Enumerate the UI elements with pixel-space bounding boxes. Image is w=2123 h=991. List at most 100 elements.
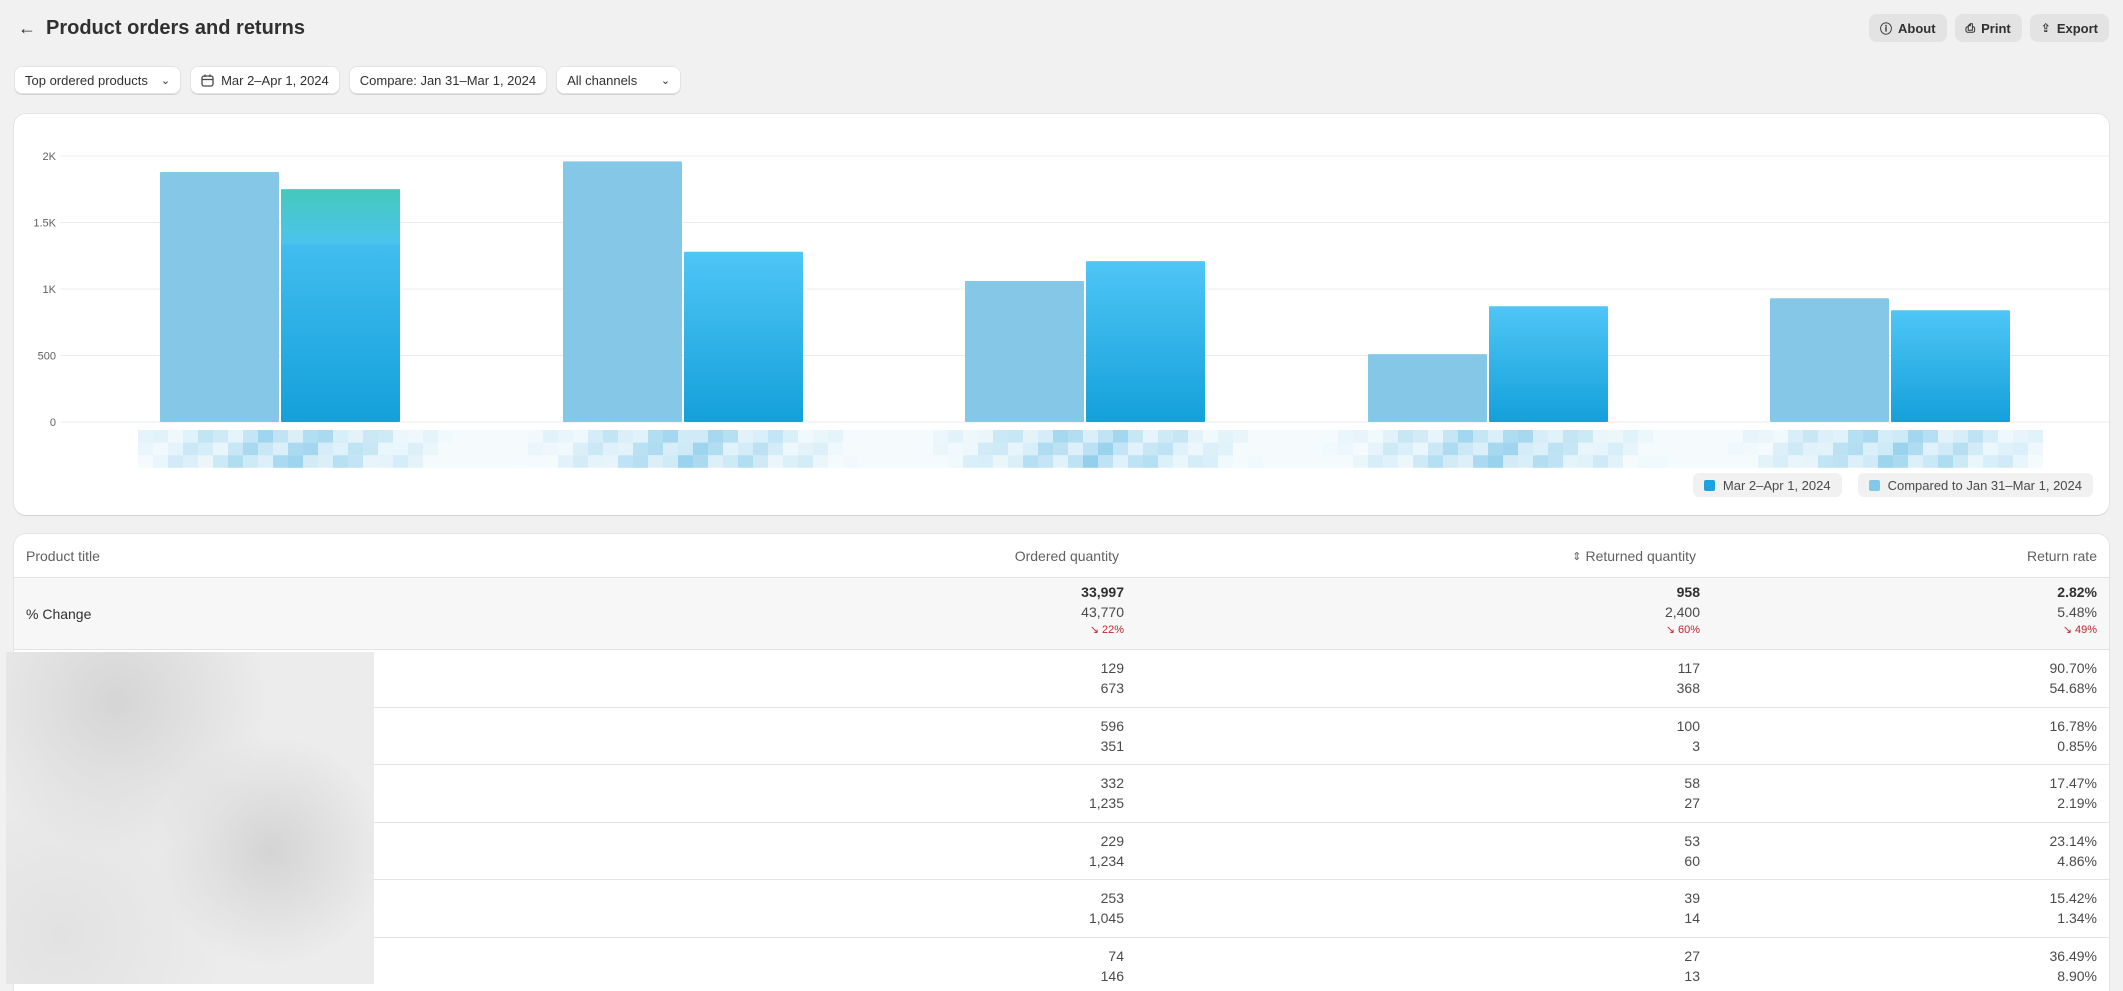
redacted-x-tick-label: [1113, 430, 1128, 443]
report-select[interactable]: Top ordered products ⌄: [14, 66, 182, 94]
redacted-x-tick-label: [483, 442, 498, 456]
redacted-x-tick-label: [528, 455, 543, 468]
export-label: Export: [2056, 20, 2098, 36]
legend-item-current[interactable]: Mar 2–Apr 1, 2024: [1692, 473, 1842, 497]
column-header-product-title[interactable]: Product title: [26, 548, 100, 564]
redacted-x-tick-label: [1863, 442, 1878, 456]
cell-rate: 23.14% 4.86%: [2050, 831, 2097, 871]
table-row[interactable]: 253 1,045 39 14 15.42% 1.34%: [14, 880, 2109, 938]
redacted-x-tick-label: [1068, 442, 1083, 456]
redacted-x-tick-label: [1038, 442, 1053, 456]
chart-card: 0 500 1K 1.5K 2K Mar 2–Apr 1, 2024 Compared …: [14, 114, 2109, 515]
redacted-x-tick-label: [1578, 430, 1593, 443]
y-tick-label: 2K: [43, 151, 57, 163]
back-arrow-icon[interactable]: ←: [18, 17, 36, 38]
legend-label-comparison: Compared to Jan 31–Mar 1, 2024: [1887, 477, 2082, 493]
redacted-x-tick-label: [348, 442, 363, 456]
redacted-x-tick-label: [1998, 442, 2013, 456]
cell-ordered: 229 1,234: [1089, 831, 1124, 871]
channels-label: All channels: [567, 72, 638, 88]
table-row[interactable]: 229 1,234 53 60 23.14% 4.86%: [14, 823, 2109, 880]
redacted-x-tick-label: [1623, 455, 1638, 468]
page-header: ← Product orders and returns ⓘ About ⎙ P…: [14, 14, 2109, 42]
redacted-x-tick-label: [468, 430, 483, 443]
redacted-x-tick-label: [963, 430, 978, 443]
redacted-x-tick-label: [1758, 430, 1773, 443]
legend-item-comparison[interactable]: Compared to Jan 31–Mar 1, 2024: [1857, 473, 2093, 497]
export-button[interactable]: ⇪ Export: [2029, 14, 2109, 42]
redacted-x-tick-label: [1323, 442, 1338, 456]
redacted-x-tick-label: [1893, 442, 1908, 456]
redacted-x-tick-label: [213, 430, 228, 443]
channels-select[interactable]: All channels ⌄: [556, 66, 682, 94]
redacted-x-tick-label: [1578, 455, 1593, 468]
about-label: About: [1897, 20, 1936, 36]
redacted-x-tick-label: [1833, 455, 1848, 468]
redacted-x-tick-label: [1893, 455, 1908, 468]
page-title: Product orders and returns: [46, 16, 305, 39]
redacted-x-tick-label: [2028, 442, 2043, 456]
redacted-x-tick-label: [138, 442, 153, 456]
redacted-x-tick-label: [1923, 430, 1938, 443]
redacted-x-tick-label: [573, 430, 588, 443]
redacted-x-tick-label: [1818, 455, 1833, 468]
redacted-x-tick-label: [663, 430, 678, 443]
table-row[interactable]: 596 351 100 3 16.78% 0.85%: [14, 708, 2109, 765]
table-row[interactable]: 74 146 27 13 36.49% 8.90%: [14, 938, 2109, 991]
table-row[interactable]: 129 673 117 368 90.70% 54.68%: [14, 650, 2109, 708]
filter-bar: Top ordered products ⌄ Mar 2–Apr 1, 2024…: [14, 66, 682, 94]
compare-button[interactable]: Compare: Jan 31–Mar 1, 2024: [348, 66, 548, 94]
redacted-x-tick-label: [513, 442, 528, 456]
redacted-x-tick-label: [438, 455, 453, 468]
redacted-x-tick-label: [588, 455, 603, 468]
redacted-x-tick-label: [1023, 430, 1038, 443]
redacted-x-tick-label: [1128, 455, 1143, 468]
legend-swatch-current: [1703, 479, 1715, 491]
redacted-x-tick-label: [723, 455, 738, 468]
cell-returned-current: 53: [1684, 832, 1700, 849]
redacted-x-tick-label: [2013, 455, 2028, 468]
cell-returned: 117 368: [1677, 658, 1700, 698]
summary-ordered-current: 33,997: [1081, 584, 1124, 600]
date-range-label: Mar 2–Apr 1, 2024: [221, 72, 329, 88]
redacted-x-tick-label: [633, 430, 648, 443]
y-tick-label: 0: [50, 417, 56, 429]
redacted-x-tick-label: [1668, 455, 1683, 468]
redacted-x-tick-label: [303, 442, 318, 456]
redacted-x-tick-label: [258, 442, 273, 456]
bar-comparison: [965, 281, 1084, 422]
cell-returned-previous: 368: [1676, 680, 1700, 696]
report-select-label: Top ordered products: [25, 72, 148, 88]
redacted-x-tick-label: [738, 430, 753, 443]
redacted-x-tick-label: [1308, 442, 1323, 456]
cell-rate-current: 23.14%: [2049, 832, 2097, 849]
redacted-x-tick-label: [1128, 442, 1143, 456]
redacted-x-tick-label: [633, 442, 648, 456]
column-header-returned-quantity[interactable]: ⇕ Returned quantity: [1572, 534, 1696, 578]
redacted-x-tick-label: [1038, 455, 1053, 468]
cell-rate: 17.47% 2.19%: [2050, 773, 2097, 813]
redacted-x-tick-label: [1623, 430, 1638, 443]
column-header-return-rate[interactable]: Return rate: [2026, 548, 2097, 564]
redacted-x-tick-label: [153, 442, 168, 456]
redacted-x-tick-label: [678, 442, 693, 456]
about-button[interactable]: ⓘ About: [1868, 14, 1947, 42]
redacted-x-tick-label: [1473, 455, 1488, 468]
column-header-ordered-quantity[interactable]: Ordered quantity: [1014, 548, 1119, 564]
redacted-x-tick-label: [228, 442, 243, 456]
redacted-x-tick-label: [1638, 442, 1653, 456]
date-range-button[interactable]: Mar 2–Apr 1, 2024: [190, 66, 340, 94]
print-button[interactable]: ⎙ Print: [1954, 14, 2022, 42]
redacted-x-tick-label: [1338, 430, 1353, 443]
redacted-x-tick-label: [1803, 442, 1818, 456]
redacted-x-tick-label: [1158, 442, 1173, 456]
redacted-x-tick-label: [918, 430, 933, 443]
table-row[interactable]: 332 1,235 58 27 17.47% 2.19%: [14, 765, 2109, 823]
summary-ordered-previous: 43,770: [1081, 604, 1124, 620]
cell-ordered: 253 1,045: [1089, 888, 1124, 928]
redacted-x-tick-label: [1488, 442, 1503, 456]
redacted-x-tick-label: [1098, 430, 1113, 443]
redacted-x-tick-label: [483, 455, 498, 468]
redacted-x-tick-label: [963, 442, 978, 456]
redacted-x-tick-label: [1908, 430, 1923, 443]
